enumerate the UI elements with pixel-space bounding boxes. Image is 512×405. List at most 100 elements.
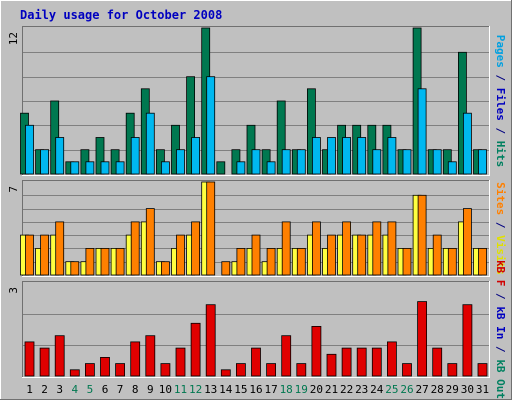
axis-label-part: Sites <box>494 182 507 215</box>
series-axis-label: Sites / Visits <box>494 182 507 275</box>
bar-kb-f-22 <box>341 347 352 377</box>
bar-files-9 <box>145 112 155 175</box>
bar-kb-f-10 <box>160 363 171 377</box>
bar-kb-f-17 <box>266 363 277 377</box>
series-axis-label: kB F / kB In / kB Out <box>494 260 507 399</box>
x-tick-label: 17 <box>264 383 277 396</box>
bar-sites-3 <box>55 221 65 276</box>
x-tick-label: 30 <box>461 383 474 396</box>
bar-sites-22 <box>342 221 352 276</box>
x-tick-label: 4 <box>71 383 78 396</box>
bar-sites-31 <box>478 247 487 276</box>
bar-sites-20 <box>311 221 321 276</box>
x-tick-labels: 1 2 3 4 5 6 7 8 9 10 11 12 13 14 15 16 17 18 19 20 21 22 23 24 2… <box>26 383 489 396</box>
panel-2: 7 Sites / Visits <box>7 180 507 277</box>
axis-label-part: kB In <box>494 306 507 339</box>
bar-sites-7 <box>115 247 125 276</box>
axis-label-part: kB Out <box>494 359 507 399</box>
bar-kb-f-7 <box>115 363 125 377</box>
x-tick-label: 25 <box>385 383 398 396</box>
bar-files-12 <box>191 137 201 175</box>
x-tick-label: 1 <box>26 383 33 396</box>
panel-3: 3 kB F / kB In / kB Out <box>7 260 507 399</box>
axis-label-part: kB F <box>494 260 507 287</box>
x-tick-label: 27 <box>415 383 428 396</box>
bar-sites-30 <box>462 208 472 276</box>
series-axis-label: Pages / Files / Hits <box>494 35 507 168</box>
bar-kb-f-18 <box>281 335 292 377</box>
chart-title: Daily usage for October 2008 <box>20 8 222 22</box>
bar-files-24 <box>372 149 382 175</box>
bar-sites-23 <box>357 234 367 276</box>
bar-kb-f-19 <box>296 363 307 377</box>
bar-kb-f-16 <box>251 347 261 377</box>
bar-sites-13 <box>206 181 216 276</box>
bar-kb-f-20 <box>311 325 322 377</box>
bar-sites-5 <box>85 247 95 276</box>
bar-kb-f-24 <box>371 347 382 377</box>
bar-files-15 <box>236 161 246 175</box>
bar-sites-29 <box>447 247 457 276</box>
x-tick-label: 6 <box>102 383 109 396</box>
bar-kb-f-28 <box>432 347 443 377</box>
bar-files-17 <box>266 161 276 175</box>
bar-files-31 <box>478 149 487 175</box>
bar-hits-12 <box>186 76 196 175</box>
x-tick-label: 10 <box>159 383 172 396</box>
bar-kb-f-29 <box>447 363 458 377</box>
bar-kb-f-5 <box>85 363 95 377</box>
bar-kb-f-11 <box>175 347 186 377</box>
bar-kb-f-27 <box>417 301 428 377</box>
x-tick-label: 19 <box>295 383 308 396</box>
bar-files-2 <box>40 149 49 175</box>
x-tick-label: 12 <box>189 383 202 396</box>
bar-sites-11 <box>176 234 185 276</box>
bar-sites-12 <box>191 221 201 276</box>
x-tick-label: 23 <box>355 383 368 396</box>
bar-sites-27 <box>417 194 427 276</box>
bar-sites-24 <box>372 221 382 276</box>
bar-kb-f-3 <box>54 335 65 377</box>
bar-files-18 <box>281 149 291 175</box>
bar-files-6 <box>100 161 110 175</box>
axis-label-part: / <box>494 215 507 235</box>
bar-files-22 <box>342 137 352 175</box>
bar-kb-f-15 <box>235 363 246 377</box>
bar-kb-f-6 <box>100 356 110 377</box>
x-tick-label: 18 <box>280 383 293 396</box>
x-tick-label: 5 <box>87 383 94 396</box>
bar-sites-8 <box>130 221 140 276</box>
bar-files-7 <box>115 161 125 175</box>
axis-label-part: Pages <box>494 35 507 68</box>
x-tick-label: 26 <box>400 383 413 396</box>
x-tick-label: 15 <box>234 383 247 396</box>
bar-sites-2 <box>40 234 49 276</box>
x-tick-label: 22 <box>340 383 353 396</box>
bar-kb-f-2 <box>39 347 50 377</box>
bar-files-1 <box>25 124 34 175</box>
bar-files-20 <box>311 137 321 175</box>
bar-files-5 <box>85 161 95 175</box>
x-tick-label: 11 <box>174 383 187 396</box>
bar-hits-20 <box>306 88 316 175</box>
bar-kb-f-23 <box>356 347 367 377</box>
bar-files-27 <box>417 88 427 175</box>
x-tick-label: 9 <box>147 383 154 396</box>
axis-label-part: / <box>494 339 507 359</box>
bar-sites-10 <box>160 261 170 276</box>
x-tick-label: 21 <box>325 383 338 396</box>
bar-kb-f-31 <box>477 363 488 377</box>
bar-sites-17 <box>266 247 276 276</box>
axis-label-part: Files <box>494 88 507 121</box>
bar-sites-14 <box>221 261 231 276</box>
x-tick-label: 29 <box>446 383 459 396</box>
bar-kb-f-9 <box>145 335 156 377</box>
bar-hits-6 <box>95 137 105 175</box>
x-tick-label: 2 <box>41 383 48 396</box>
bar-files-4 <box>70 161 80 175</box>
bar-sites-9 <box>145 208 155 276</box>
x-tick-label: 24 <box>370 383 384 396</box>
chart-panels: 12 Pages / Files / Hits 7 Sites / Visits 3 kB… <box>7 26 507 399</box>
panel-1: 12 Pages / Files / Hits <box>7 26 507 176</box>
